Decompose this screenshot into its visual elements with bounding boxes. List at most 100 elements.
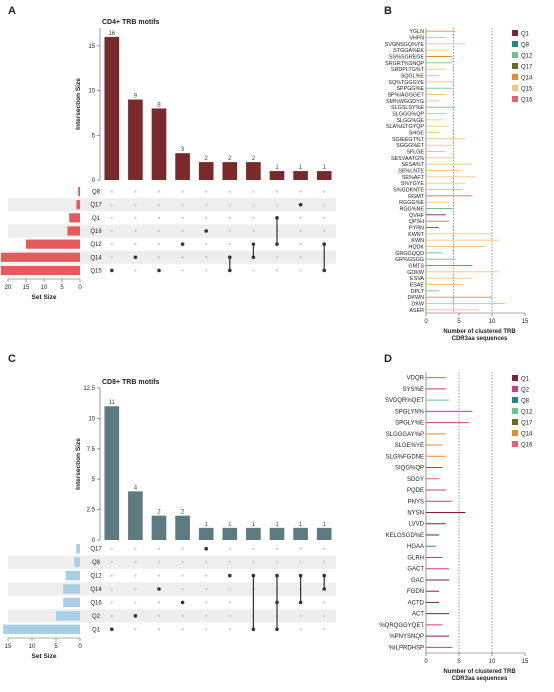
panel-c-intersection-bar (269, 527, 285, 540)
panel-c-intersection-bar (128, 491, 143, 540)
panel-a-set-tick-label: 0 (78, 285, 82, 291)
panel-d-category-label: ACTD (408, 600, 425, 606)
panel-d-category-label: GLRH (407, 555, 424, 561)
panel-d-legend-swatch (512, 419, 518, 425)
panel-a-intersection-bar (269, 171, 285, 180)
panel-d-legend-swatch (512, 430, 518, 436)
panel-a-matrix-dot-empty (110, 229, 113, 233)
panel-a-matrix-dot-empty (134, 229, 137, 233)
panel-c-bar-value-label: 1 (275, 522, 279, 528)
panel-a-matrix-dot-empty (205, 243, 208, 246)
panel-c-matrix-dot-empty (110, 561, 113, 564)
panel-c-set-tick-label: 15 (5, 644, 12, 650)
panel-c-ytick-label: 12.5 (83, 386, 95, 392)
panel-a-matrix-dot-empty (323, 229, 326, 233)
panel-d-category-label: GACT (407, 567, 424, 573)
panel-a-matrix-dot-empty (299, 256, 302, 259)
panel-a-set-tick-label: 15 (23, 285, 30, 291)
panel-a-intersection-bar (128, 99, 143, 180)
panel-c-matrix-dot-empty (157, 628, 161, 631)
panel-a-matrix-dot-empty (181, 269, 184, 272)
panel-a-matrix-dot-empty (299, 190, 302, 193)
panel-b-category-label: DPLT (411, 289, 425, 295)
panel-c-matrix-dot-empty (205, 574, 208, 577)
panel-a-matrix-dot-empty (157, 203, 161, 206)
panel-c-bar-value-label: 1 (252, 522, 256, 528)
panel-c-matrix-dot-empty (181, 587, 184, 591)
panel-a-matrix-dot-empty (228, 216, 231, 219)
panel-a-matrix-dot-empty (110, 216, 113, 219)
panel-c-intersection-bar (104, 406, 120, 540)
panel-a-set-label: Q1 (92, 216, 101, 222)
panel-a-matrix-dot-filled (157, 268, 161, 273)
panel-a-set-label: Q14 (90, 255, 102, 261)
panel-c-set-size-bar (76, 544, 80, 554)
panel-b-legend-swatch (512, 85, 518, 91)
panel-a-matrix-dot-empty (205, 216, 208, 219)
panel-c-matrix-dot-empty (205, 587, 208, 591)
panel-b-category-label: SLGGG%QP (392, 112, 424, 118)
panel-a-matrix-dot-empty (275, 203, 279, 206)
panel-a-matrix-dot-filled (133, 255, 138, 260)
panel-c-matrix-dot-empty (181, 614, 184, 617)
panel-a-matrix-dot-filled (298, 202, 303, 207)
panel-a-matrix-dot-empty (157, 229, 161, 233)
panel-c-matrix-dot-empty (134, 601, 137, 604)
panel-a-matrix-dot-empty (252, 190, 255, 193)
panel-d-category-label: FGDN (407, 589, 424, 595)
panel-c-matrix-dot-empty (252, 561, 255, 564)
panel-d-category-label: %PNYSNQP (389, 634, 424, 640)
panel-b-category-label: SP%IAGGGET (387, 93, 424, 99)
panel-a-set-size-bar (78, 186, 80, 197)
panel-c-intersection-bar (222, 527, 238, 540)
panel-c-matrix-dot-empty (205, 601, 208, 604)
panel-a-matrix-dot-filled (204, 229, 208, 233)
panel-c-matrix-dot-filled (275, 627, 279, 632)
panel-c-matrix-dot-empty (181, 628, 184, 631)
panel-d-category-label: KELGSGD%E (386, 533, 424, 539)
panel-b-legend-swatch (512, 74, 518, 80)
panel-c-bar-value-label: 4 (134, 485, 138, 491)
panel-b-category-label: SE%AFT (402, 175, 425, 181)
panel-d-category-label: GAC (411, 578, 425, 584)
panel-c-set-label: Q8 (92, 560, 101, 566)
panel-b-category-label: SFLGE (406, 150, 424, 156)
panel-c-matrix-dot-empty (157, 614, 161, 617)
panel-c-matrix-dot-empty (157, 547, 161, 550)
panel-c-ylabel: Intersection Size (75, 438, 82, 490)
panel-a-matrix-dot-filled (275, 216, 279, 220)
panel-c-title: CD8+ TRB motifs (102, 379, 159, 386)
panel-d-legend-swatch (512, 397, 518, 403)
panel-a-matrix-dot-empty (252, 216, 255, 219)
panel-a-title: CD4+ TRB motifs (102, 19, 159, 26)
panel-letter-a: A (8, 5, 16, 17)
panel-b-category-label: SGIEEGT%T (392, 137, 425, 143)
panel-b-category-label: ESAE (410, 283, 425, 289)
panel-a-set-tick-label: 5 (60, 285, 64, 291)
panel-c-matrix-dot-empty (299, 628, 302, 631)
panel-a-matrix-dot-filled (322, 242, 327, 246)
panel-b-category-label: GDKW (407, 270, 425, 276)
panel-a-matrix-dot-empty (323, 216, 326, 219)
panel-b-legend-swatch (512, 41, 518, 47)
panel-a-set-label: Q16 (90, 229, 102, 235)
panel-c-matrix-dot-filled (275, 600, 279, 605)
panel-d-legend-label: Q17 (521, 421, 533, 427)
panel-a-intersection-bar (316, 171, 332, 180)
panel-a-set-size-bar (0, 252, 80, 262)
panel-c-matrix-dot-empty (205, 614, 208, 617)
panel-b-legend-swatch (512, 52, 518, 58)
panel-c-intersection-bar (198, 527, 214, 540)
panel-a-matrix-dot-empty (228, 203, 231, 206)
panel-b-category-label: SLGG%GE (396, 118, 424, 124)
panel-b-category-label: SE%LNTE (398, 169, 424, 175)
panel-b-category-label: SESVAATG% (391, 156, 424, 162)
panel-a-matrix-dot-empty (134, 190, 137, 193)
panel-a-set-size-bar (69, 213, 80, 223)
panel-a-matrix-dot-filled (180, 242, 185, 246)
panel-letter-c: C (8, 353, 16, 365)
panel-d-category-label: PQDE (407, 488, 424, 494)
panel-c-matrix-dot-empty (134, 587, 137, 591)
panel-c-ytick-label: 10 (88, 416, 95, 422)
panel-a-intersection-bar (198, 162, 214, 180)
